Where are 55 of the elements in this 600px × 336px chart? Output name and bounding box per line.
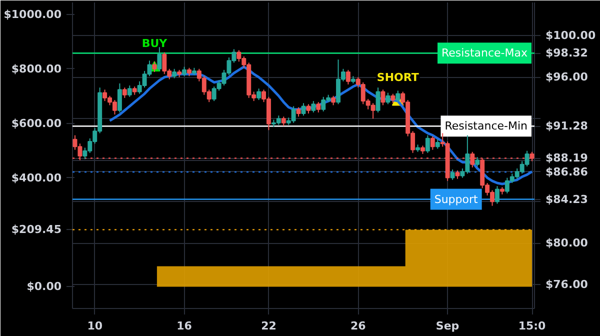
y2-tick-label: $84.23 (546, 192, 588, 206)
y2-tick-label: $100.00 (546, 29, 596, 42)
candlestick (122, 87, 127, 98)
candlestick (450, 169, 455, 180)
x-tick-label: 16 (176, 320, 192, 332)
y2-tick-label: $88.19 (546, 152, 588, 165)
candlestick (390, 93, 396, 104)
x-tick-label: Sep (436, 320, 460, 332)
y-tick-label: $209.45 (11, 223, 62, 236)
y-tick-label: $0.00 (26, 280, 62, 294)
ref-line-label: Resistance-Max (442, 46, 528, 60)
candlestick (396, 90, 400, 103)
y2-tick-label: $91.28 (546, 120, 588, 133)
ref-line-label: Support (434, 192, 479, 206)
y-tick-label: $400.00 (11, 171, 62, 184)
y2-tick-label: $86.86 (546, 165, 588, 178)
candlestick (495, 186, 500, 204)
y2-tick-label: $96.00 (546, 70, 588, 84)
x-tick-label: 15:0 (518, 320, 546, 332)
candlestick (380, 89, 386, 106)
x-tick-label: 22 (261, 320, 276, 332)
candlestick (281, 116, 286, 126)
candlestick (470, 151, 475, 168)
candlestick (475, 156, 480, 167)
candlestick (530, 151, 534, 162)
y-tick-label: $800.00 (11, 62, 62, 76)
candlestick (296, 106, 301, 118)
y2-tick-label: $98.32 (546, 46, 588, 60)
candlestick (306, 104, 311, 114)
candlestick (346, 69, 350, 85)
candlestick (117, 82, 122, 113)
candlestick (301, 102, 306, 116)
candlestick (430, 136, 435, 150)
candlestick (256, 88, 262, 101)
candlestick (127, 84, 132, 98)
candlestick (311, 100, 316, 113)
candlestick (386, 92, 390, 105)
y2-tick-label: $76.00 (546, 278, 588, 292)
series-label: BUY (142, 36, 168, 50)
candlestick (316, 102, 321, 113)
candlestick (172, 68, 177, 79)
candlestick (152, 61, 157, 72)
candlestick (376, 87, 380, 113)
y-tick-label: $1000.00 (4, 8, 62, 21)
candlestick (435, 138, 440, 150)
x-tick-label: 10 (87, 320, 103, 332)
y2-tick-label: $80.00 (546, 236, 588, 250)
x-tick-label: 26 (350, 320, 366, 332)
y-tick-label: $600.00 (11, 116, 62, 130)
candlestick (331, 95, 336, 106)
candlestick (182, 66, 187, 77)
candlestick (157, 46, 162, 72)
candlestick (425, 134, 430, 154)
series-label: SHORT (376, 71, 420, 84)
ref-line-label: Resistance-Min (444, 120, 528, 133)
